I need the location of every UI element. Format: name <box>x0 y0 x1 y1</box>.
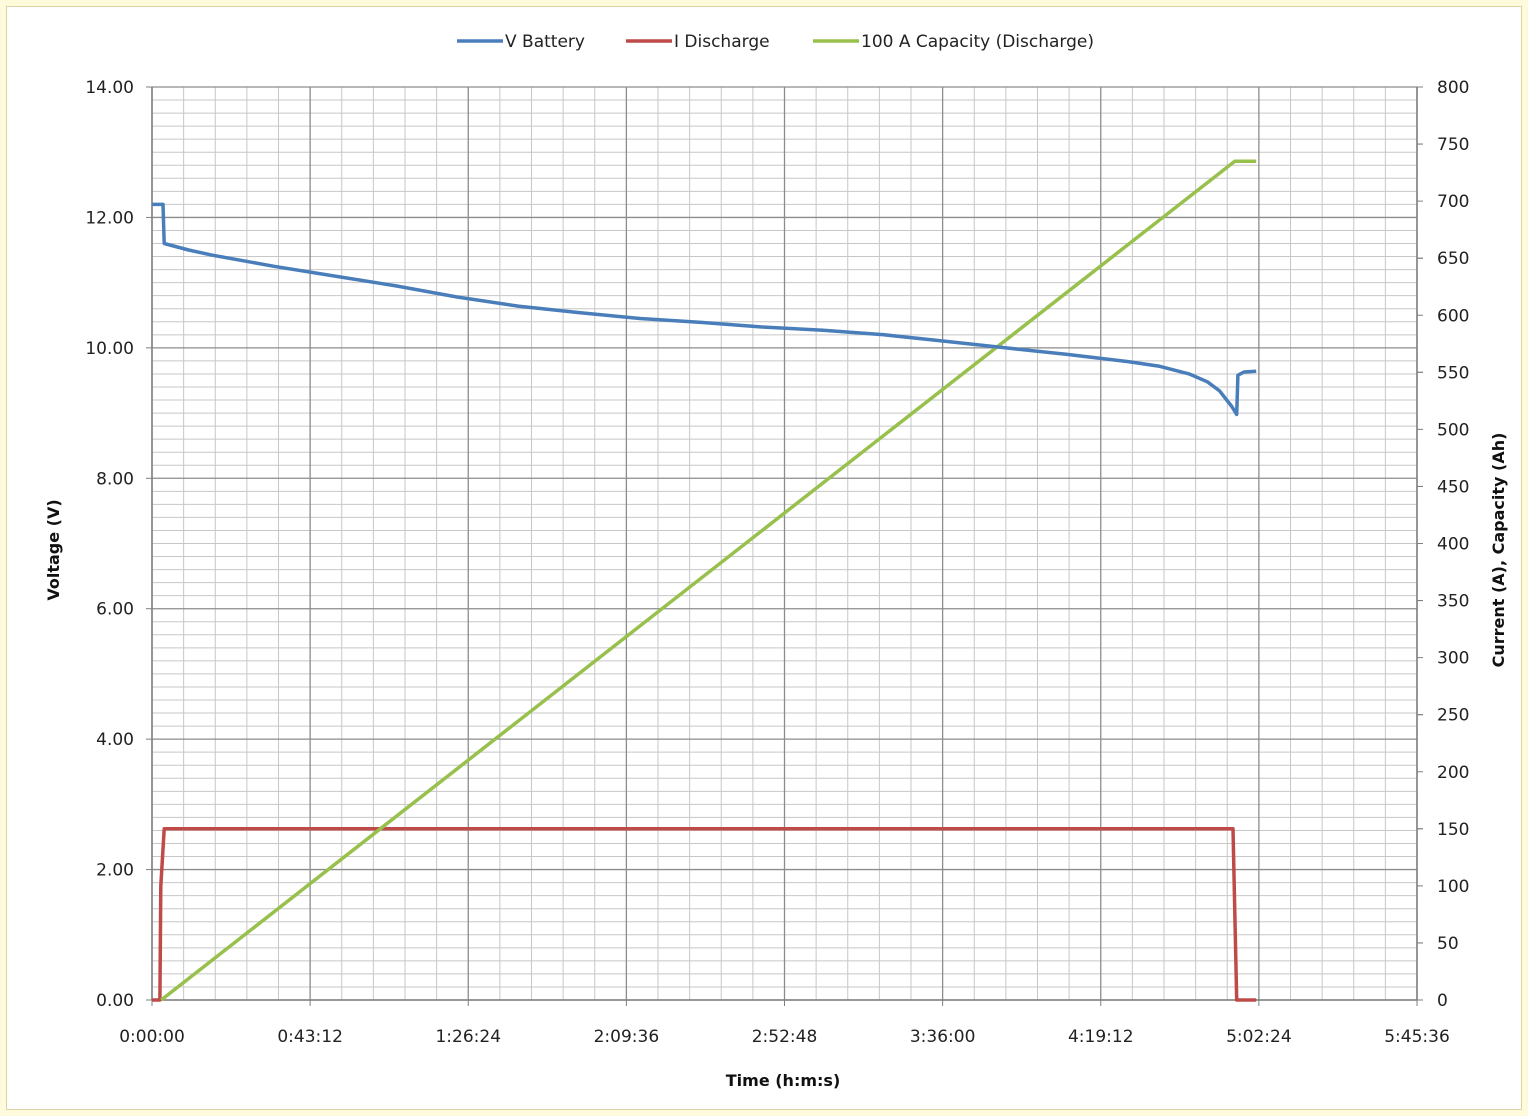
legend-label: V Battery <box>505 32 585 52</box>
x-tick-label: 3:36:00 <box>910 1027 976 1047</box>
y2-tick-label: 100 <box>1437 877 1469 897</box>
y2-tick-label: 400 <box>1437 535 1469 555</box>
series-line-i-discharge <box>152 827 1257 1002</box>
legend-label: 100 A Capacity (Discharge) <box>861 32 1094 52</box>
y2-tick-label: 600 <box>1437 306 1469 326</box>
tick-labels: 0:00:00 0:43:12 1:26:24 2:09:36 2:52:48 3:36:… <box>85 78 1469 1047</box>
y2-tick-label: 450 <box>1437 477 1469 497</box>
chart: 0:00:00 0:43:12 1:26:24 2:09:36 2:52:48 3:36:… <box>44 32 1508 1090</box>
series-line-v-battery <box>152 202 1257 417</box>
y-tick-label: 8.00 <box>96 469 134 489</box>
x-tick-label: 4:19:12 <box>1068 1027 1134 1047</box>
y2-tick-label: 250 <box>1437 706 1469 726</box>
y2-tick-label: 500 <box>1437 420 1469 440</box>
y2-tick-label: 200 <box>1437 763 1469 783</box>
y-axis-title: Voltage (V) <box>44 499 63 600</box>
x-tick-label: 0:43:12 <box>277 1027 343 1047</box>
y2-tick-label: 0 <box>1437 991 1448 1011</box>
y2-tick-label: 300 <box>1437 649 1469 669</box>
x-axis-title: Time (h:m:s) <box>726 1071 841 1090</box>
x-tick-label: 5:45:36 <box>1384 1027 1450 1047</box>
y-tick-label: 4.00 <box>96 730 134 750</box>
series-layer <box>152 159 1257 1002</box>
y-tick-label: 6.00 <box>96 600 134 620</box>
y2-axis-title: Current (A), Capacity (Ah) <box>1489 433 1508 668</box>
y2-tick-label: 350 <box>1437 592 1469 612</box>
y-tick-label: 10.00 <box>85 339 134 359</box>
y2-tick-label: 550 <box>1437 363 1469 383</box>
y2-tick-label: 750 <box>1437 135 1469 155</box>
series-line-100-a-capacity-discharge <box>160 159 1257 1002</box>
y2-tick-label: 700 <box>1437 192 1469 212</box>
x-tick-label: 2:09:36 <box>594 1027 660 1047</box>
y-tick-label: 12.00 <box>85 208 134 228</box>
legend: V Battery I Discharge 100 A Capacity (Disc… <box>457 32 1094 52</box>
x-tick-label: 1:26:24 <box>435 1027 501 1047</box>
x-tick-label: 2:52:48 <box>752 1027 818 1047</box>
x-tick-label: 0:00:00 <box>119 1027 185 1047</box>
y2-tick-label: 150 <box>1437 820 1469 840</box>
y-tick-label: 14.00 <box>85 78 134 98</box>
axes <box>146 86 1423 1006</box>
y-tick-label: 0.00 <box>96 991 134 1011</box>
y2-tick-label: 800 <box>1437 78 1469 98</box>
x-tick-label: 5:02:24 <box>1226 1027 1292 1047</box>
y2-tick-label: 650 <box>1437 249 1469 269</box>
y-tick-label: 2.00 <box>96 861 134 881</box>
chart-area: 0:00:00 0:43:12 1:26:24 2:09:36 2:52:48 3:36:… <box>6 6 1522 1110</box>
y2-tick-label: 50 <box>1437 934 1459 954</box>
legend-label: I Discharge <box>674 32 770 52</box>
